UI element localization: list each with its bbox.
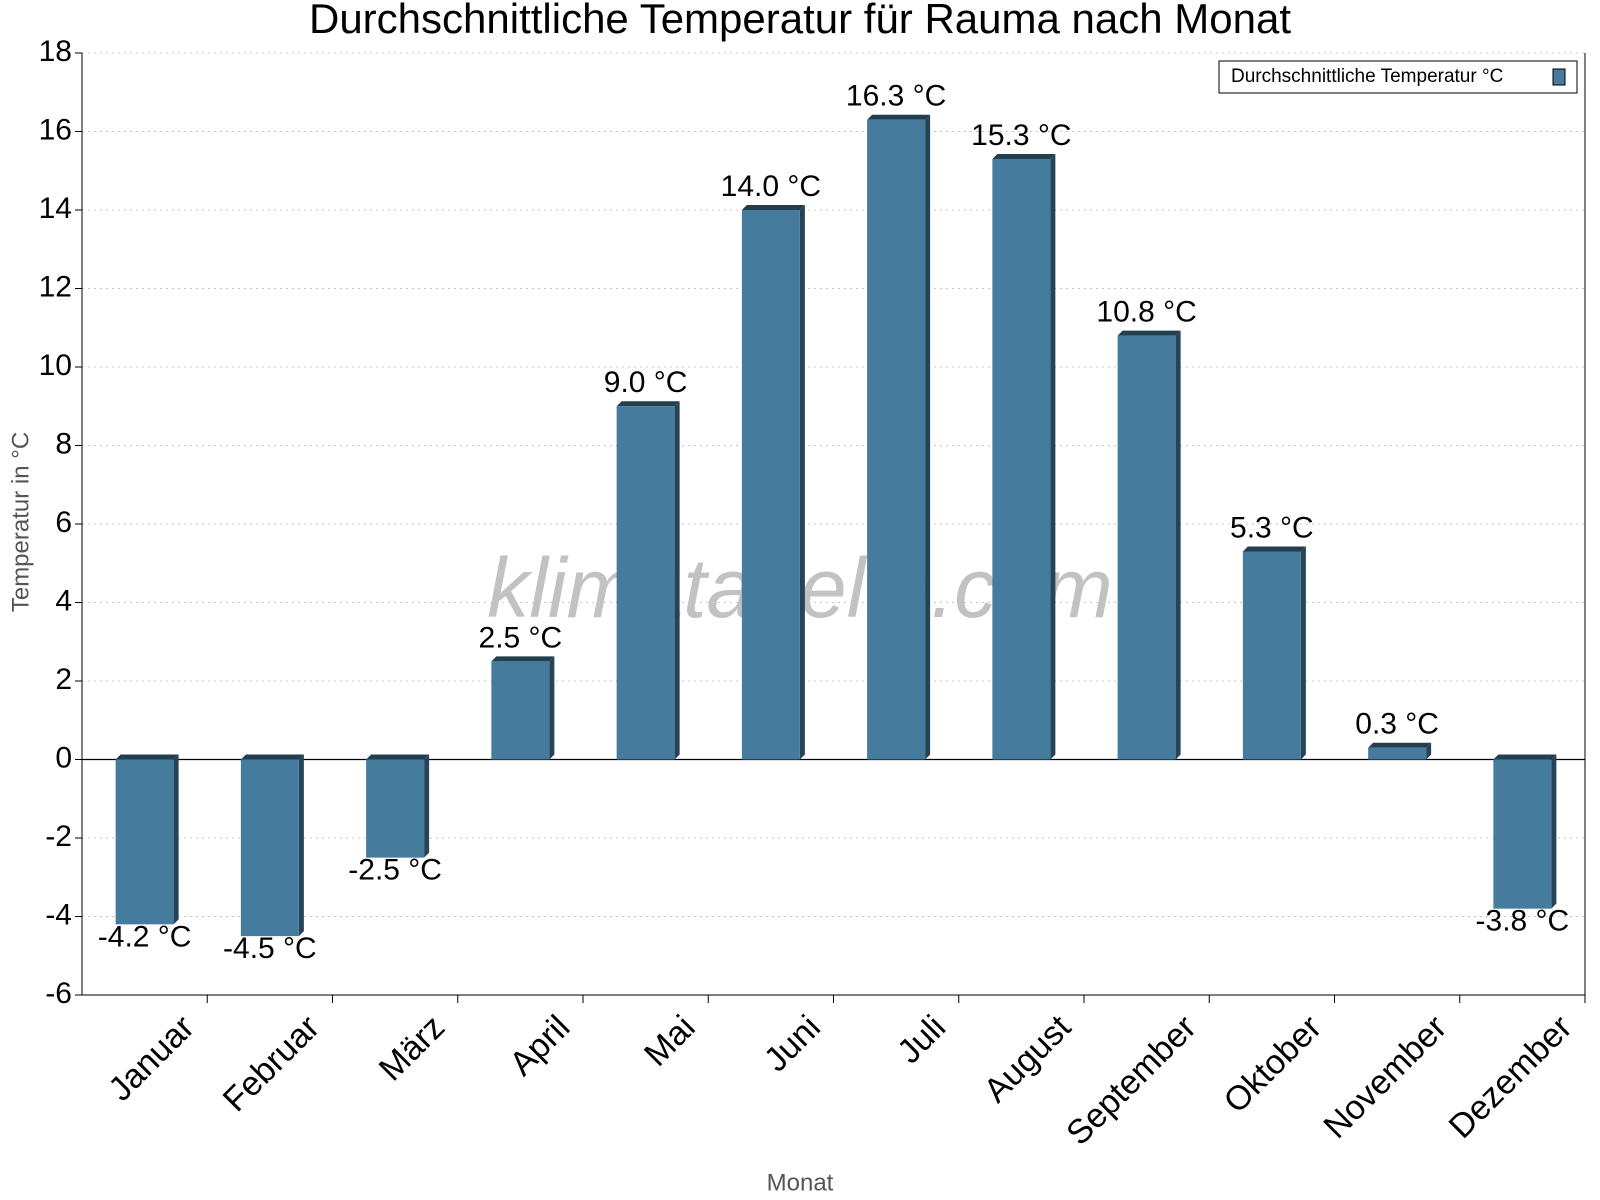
- bar-top: [616, 401, 680, 407]
- data-label: -2.5 °C: [348, 854, 442, 887]
- data-label: 0.3 °C: [1355, 708, 1439, 741]
- y-tick-label: 18: [39, 35, 72, 68]
- y-tick-label: 10: [39, 349, 72, 382]
- bar-side: [1300, 546, 1306, 760]
- bar-side: [1175, 330, 1181, 760]
- bar: [366, 759, 425, 858]
- data-label: 14.0 °C: [721, 170, 821, 203]
- data-label: 10.8 °C: [1096, 296, 1196, 329]
- bar-side: [1426, 742, 1432, 760]
- y-axis-label: Temperatur in °C: [7, 432, 34, 612]
- bar-top: [240, 754, 304, 760]
- bar-side: [424, 754, 430, 858]
- legend-swatch: [1552, 68, 1566, 86]
- bar-side: [674, 401, 680, 760]
- x-tick-label: März: [372, 1008, 452, 1088]
- y-tick-label: 0: [55, 741, 72, 774]
- y-tick-label: 16: [39, 113, 72, 146]
- x-tick-label: Juli: [890, 1008, 953, 1071]
- y-tick-label: -4: [45, 898, 72, 931]
- bar-side: [799, 205, 805, 760]
- bar-side: [925, 114, 931, 760]
- bar: [867, 119, 926, 760]
- bar: [616, 406, 675, 760]
- x-tick-label: Dezember: [1442, 1008, 1580, 1146]
- y-tick-label: 2: [55, 663, 72, 696]
- bar: [1117, 335, 1176, 760]
- y-tick-label: 4: [55, 584, 72, 617]
- chart-title: Durchschnittliche Temperatur für Rauma n…: [309, 0, 1291, 42]
- data-label: -3.8 °C: [1476, 905, 1570, 938]
- bar-side: [549, 656, 555, 760]
- y-tick-label: -2: [45, 820, 72, 853]
- x-tick-label: August: [977, 1008, 1079, 1110]
- bar-top: [867, 114, 931, 120]
- bar-side: [1551, 754, 1557, 909]
- y-tick-label: 12: [39, 270, 72, 303]
- legend-box: [1218, 60, 1578, 94]
- y-tick-label: -6: [45, 977, 72, 1010]
- data-label: 5.3 °C: [1230, 511, 1314, 544]
- bar-top: [741, 205, 805, 210]
- data-label: 9.0 °C: [604, 366, 688, 399]
- x-tick-label: Juni: [757, 1008, 828, 1079]
- bar: [992, 158, 1051, 760]
- data-label: 2.5 °C: [479, 621, 563, 654]
- bar: [1493, 759, 1552, 909]
- data-label: -4.5 °C: [223, 932, 317, 965]
- y-tick-label: 8: [55, 427, 72, 460]
- x-tick-label: Februar: [216, 1008, 327, 1119]
- bar: [1242, 551, 1301, 760]
- bar-top: [1117, 330, 1181, 336]
- bar: [741, 210, 800, 760]
- bar-side: [173, 754, 179, 925]
- data-label: 16.3 °C: [846, 80, 946, 113]
- x-tick-label: Oktober: [1216, 1008, 1328, 1120]
- bar: [240, 759, 299, 937]
- bar-top: [115, 754, 179, 760]
- data-label: -4.2 °C: [98, 920, 192, 953]
- bar: [491, 661, 550, 760]
- bar-top: [1242, 546, 1306, 552]
- y-tick-label: 6: [55, 506, 72, 539]
- bar-side: [1050, 153, 1056, 760]
- data-label: 15.3 °C: [971, 119, 1071, 152]
- x-tick-label: Mai: [637, 1008, 703, 1074]
- x-axis-label: Monat: [767, 1169, 834, 1196]
- x-tick-label: September: [1059, 1008, 1203, 1152]
- y-tick-label: 14: [39, 192, 72, 225]
- bar: [115, 759, 174, 925]
- x-tick-label: April: [502, 1008, 577, 1083]
- x-tick-label: November: [1316, 1008, 1454, 1146]
- bar-top: [992, 153, 1056, 159]
- legend-label: Durchschnittliche Temperatur °C: [1231, 66, 1503, 87]
- bar-side: [298, 754, 304, 937]
- bar-top: [491, 656, 555, 662]
- x-tick-label: Januar: [101, 1008, 201, 1108]
- bar: [1368, 747, 1427, 760]
- bar-top: [366, 754, 430, 760]
- bar-top: [1493, 754, 1557, 760]
- bar-top: [1368, 742, 1432, 748]
